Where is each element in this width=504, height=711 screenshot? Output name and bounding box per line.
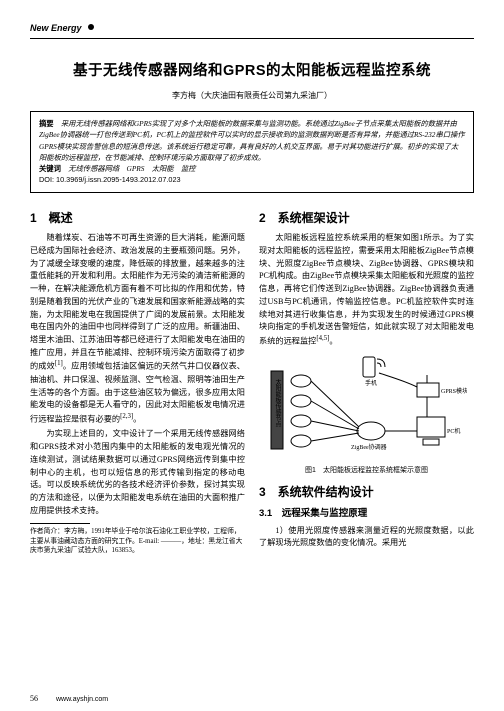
keywords-label: 关键词: [39, 164, 61, 173]
right-column: 2 系统框架设计 太阳能板远程监控系统采用的框架如图1所示。为了实现对太阳能板的…: [259, 203, 474, 556]
fig-label-gprs: GPRS模块: [441, 387, 467, 395]
fig-label-pc: PC机: [447, 427, 460, 435]
header-dot-icon: [88, 24, 94, 30]
abstract-box: 摘要 采用无线传感器网络和GPRS实现了对多个太阳能板的数据采集与监测功能。系统…: [30, 111, 474, 193]
figure-1: 太阳能板传感节点 手机 GPRS模块 ZigBee协调器 PC机 图1 太阳能板…: [259, 353, 474, 477]
fig-label-coord: ZigBee协调器: [351, 443, 387, 451]
footnote-rule: [30, 523, 90, 524]
citation-ref: [1]: [55, 360, 63, 367]
section-label: New Energy: [30, 23, 82, 33]
page-number: 56: [30, 694, 38, 703]
keywords-text: 无线传感器网络 GPRS 太阳能 监控: [68, 164, 195, 173]
citation-ref: [4,5]: [316, 335, 329, 342]
paper-title: 基于无线传感器网络和GPRS的太阳能板远程监控系统: [30, 59, 474, 80]
abstract-label: 摘要: [39, 119, 54, 128]
page-url: www.ayshjn.com: [56, 696, 108, 703]
doi: DOI: 10.3969/j.issn.2095-1493.2012.07.02…: [39, 174, 465, 185]
header: New Energy: [30, 18, 474, 39]
s1-para-2: 为实现上述目的，文中设计了一个采用无线传感器网络和GPRS技术对小范围内集中的太…: [30, 428, 245, 517]
left-column: 1 概述 随着煤炭、石油等不可再生资源的巨大消耗，能源问题已经成为国际社会经济、…: [30, 203, 245, 556]
section-1-title: 1 概述: [30, 209, 245, 228]
abstract-text: 采用无线传感器网络和GPRS实现了对多个太阳能板的数据采集与监测功能。系统通过Z…: [39, 119, 465, 162]
fig-label-phone: 手机: [365, 379, 377, 387]
header-rule: [30, 38, 474, 39]
section-3-title: 3 系统软件结构设计: [259, 483, 474, 502]
fig-label-sensors: 太阳能板传感节点: [274, 379, 281, 429]
figure-1-caption: 图1 太阳能板远程监控系统框架示意图: [259, 466, 474, 477]
body-columns: 1 概述 随着煤炭、石油等不可再生资源的巨大消耗，能源问题已经成为国际社会经济、…: [30, 203, 474, 556]
s2-para-1: 太阳能板远程监控系统采用的框架如图1所示。为了实现对太阳能板的远程监控，需要采用…: [259, 232, 474, 348]
section-2-title: 2 系统框架设计: [259, 209, 474, 228]
author-footnote: 作者简介：李方梅，1991年毕业于哈尔滨石油化工职业学校，工程师，主要从事油藏动…: [30, 527, 245, 556]
author-line: 李方梅（大庆油田有限责任公司第九采油厂）: [30, 90, 474, 101]
citation-ref: [2,3]: [120, 413, 133, 420]
s31-para-1: 1）使用光照度传感器来测量近程的光照度数据，以此了解现场光照度数值的变化情况。采…: [259, 525, 474, 550]
section-3-1-title: 3.1 远程采集与监控原理: [259, 507, 474, 522]
s1-para-1: 随着煤炭、石油等不可再生资源的巨大消耗，能源问题已经成为国际社会经济、政治发展的…: [30, 232, 245, 426]
